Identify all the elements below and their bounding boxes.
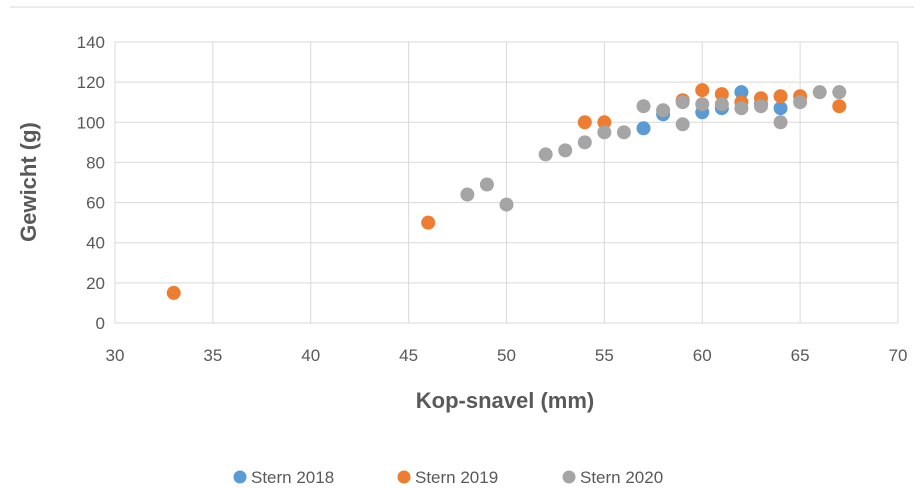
legend-label-1: Stern 2019 <box>415 468 498 487</box>
point-1-6 <box>714 87 729 102</box>
point-2-5 <box>577 135 592 150</box>
point-2-16 <box>773 115 788 130</box>
point-0-4 <box>734 85 749 100</box>
x-axis-title: Kop-snavel (mm) <box>416 388 594 413</box>
point-2-8 <box>636 99 651 114</box>
legend-label-2: Stern 2020 <box>580 468 663 487</box>
y-tick-label-0: 0 <box>96 314 105 333</box>
point-2-15 <box>753 99 768 114</box>
x-tick-label-2: 40 <box>301 346 320 365</box>
y-axis-title: Gewicht (g) <box>16 122 41 242</box>
x-tick-label-0: 30 <box>106 346 125 365</box>
legend-item-2: Stern 2020 <box>562 468 663 487</box>
x-tick-label-8: 70 <box>889 346 908 365</box>
point-2-14 <box>734 101 749 116</box>
y-tick-label-6: 120 <box>77 73 105 92</box>
y-tick-label-3: 60 <box>86 194 105 213</box>
series-2 <box>460 85 847 212</box>
point-2-2 <box>499 197 514 212</box>
x-tick-label-6: 60 <box>693 346 712 365</box>
y-tick-labels: 0 20 40 60 80 100 120 140 <box>77 33 105 333</box>
point-2-1 <box>479 177 494 192</box>
gridlines <box>114 41 899 324</box>
point-0-6 <box>773 101 788 116</box>
point-2-11 <box>675 95 690 110</box>
x-tick-label-4: 50 <box>497 346 516 365</box>
point-1-0 <box>166 285 181 300</box>
point-1-9 <box>773 89 788 104</box>
point-0-0 <box>636 121 651 136</box>
point-2-6 <box>597 125 612 140</box>
point-1-1 <box>421 215 436 230</box>
y-tick-label-1: 20 <box>86 274 105 293</box>
point-2-18 <box>812 85 827 100</box>
x-tick-label-5: 55 <box>595 346 614 365</box>
point-2-10 <box>675 117 690 132</box>
y-tick-label-4: 80 <box>86 153 105 172</box>
point-1-2 <box>577 115 592 130</box>
point-2-9 <box>656 103 671 118</box>
point-2-0 <box>460 187 475 202</box>
point-2-3 <box>538 147 553 162</box>
legend-marker-0 <box>233 470 247 484</box>
x-tick-label-3: 45 <box>399 346 418 365</box>
legend-marker-2 <box>562 470 576 484</box>
x-tick-label-7: 65 <box>791 346 810 365</box>
point-1-3 <box>597 115 612 130</box>
point-2-13 <box>714 97 729 112</box>
point-2-19 <box>832 85 847 100</box>
legend: Stern 2018 Stern 2019 Stern 2020 <box>233 468 663 487</box>
point-2-12 <box>695 97 710 112</box>
data-points <box>166 83 847 300</box>
legend-item-0: Stern 2018 <box>233 468 334 487</box>
legend-label-0: Stern 2018 <box>251 468 334 487</box>
x-tick-label-1: 35 <box>203 346 222 365</box>
point-1-11 <box>832 99 847 114</box>
point-2-17 <box>793 95 808 110</box>
legend-item-1: Stern 2019 <box>397 468 498 487</box>
point-2-4 <box>558 143 573 158</box>
point-1-5 <box>695 83 710 98</box>
x-tick-labels: 30 35 40 45 50 55 60 65 70 <box>106 346 908 365</box>
y-tick-label-7: 140 <box>77 33 105 52</box>
y-tick-label-2: 40 <box>86 234 105 253</box>
point-2-7 <box>616 125 631 140</box>
y-tick-label-5: 100 <box>77 113 105 132</box>
legend-marker-1 <box>397 470 411 484</box>
